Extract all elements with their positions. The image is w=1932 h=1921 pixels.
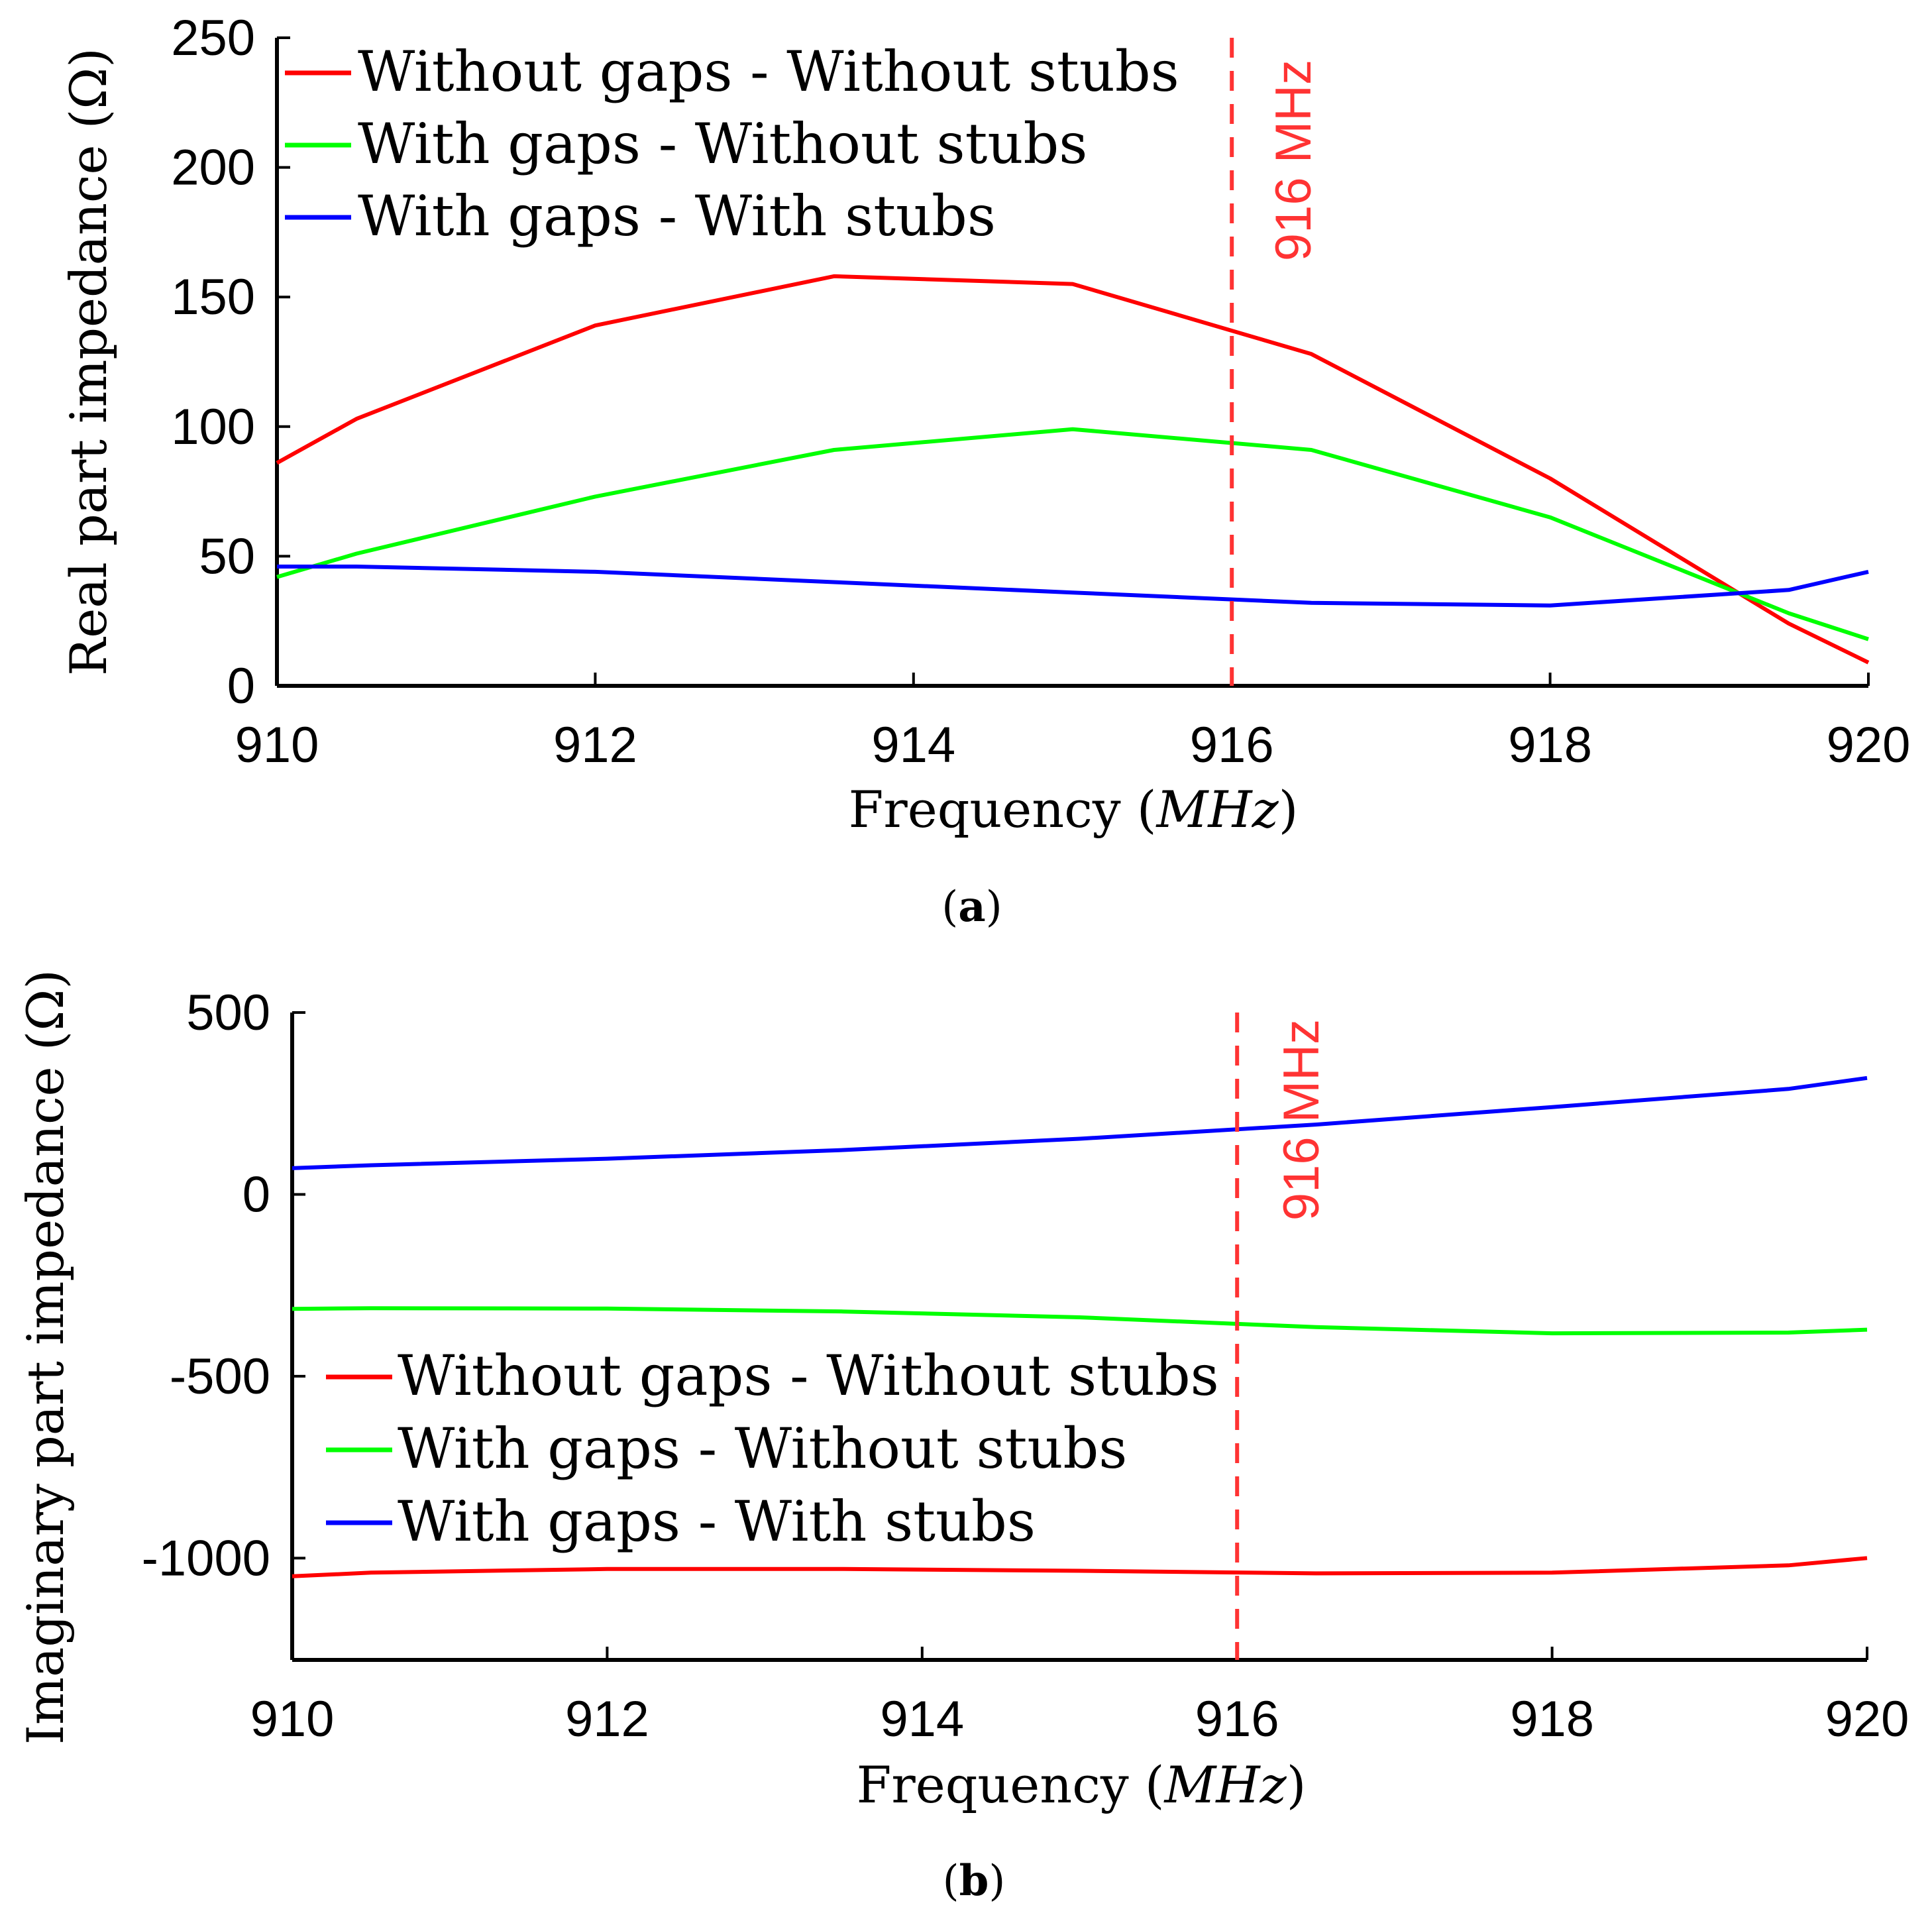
legend: Without gaps - Without stubs With gaps -… [285, 39, 1179, 248]
caption-letter: b [959, 1856, 989, 1906]
legend-entry-1: Without gaps - Without stubs [398, 1343, 1219, 1408]
series-layer [292, 1075, 1868, 1578]
x-axis-label: Frequency (MHz) [857, 1755, 1307, 1814]
y-tick-label: -500 [170, 1348, 270, 1405]
y-tick-label: 150 [171, 269, 255, 325]
series-line-2 [292, 1306, 1868, 1336]
series-line-3 [277, 565, 1869, 608]
series-line-3 [292, 1075, 1868, 1170]
panel-caption-b: (b) [943, 1856, 1006, 1906]
x-tick-label: 912 [553, 717, 637, 773]
x-tick-label: 920 [1825, 1691, 1909, 1747]
marker-label: 916 MHz [1273, 1019, 1330, 1221]
caption-paren-close: ) [989, 1857, 1005, 1906]
x-tick-label: 914 [880, 1691, 964, 1747]
y-ticks: -1000 -500 0 500 [142, 985, 305, 1586]
legend-entry-3: With gaps - With stubs [358, 184, 996, 248]
x-ticks: 910 912 914 916 918 920 [250, 1647, 1909, 1747]
caption-letter: a [958, 882, 985, 932]
x-tick-label: 914 [871, 717, 955, 773]
caption-paren-open: ( [941, 883, 958, 932]
x-axis-label-paren-close: ) [1279, 780, 1299, 839]
y-tick-label: 200 [171, 140, 255, 196]
chart-imaginary-impedance: -1000 -500 0 500 910 912 914 916 918 920 916 MHz… [16, 969, 1909, 1906]
x-axis-label-text: Frequency [849, 780, 1121, 839]
y-tick-label: 250 [171, 10, 255, 66]
y-axis-label: Imaginary part impedance (Ω) [16, 969, 75, 1745]
series-line-2 [276, 427, 1869, 641]
legend: Without gaps - Without stubs With gaps -… [326, 1343, 1219, 1554]
y-tick-label: 50 [199, 528, 255, 584]
x-axis-label-text: Frequency [857, 1755, 1129, 1814]
legend-entry-2: With gaps - Without stubs [398, 1416, 1127, 1481]
x-axis-label-unit: MHz [1163, 1755, 1287, 1814]
y-tick-label: 500 [186, 985, 270, 1041]
x-tick-label: 918 [1508, 717, 1592, 773]
series-line-1 [276, 274, 1870, 665]
legend-entry-2: With gaps - Without stubs [358, 111, 1087, 176]
legend-entry-3: With gaps - With stubs [398, 1489, 1036, 1554]
y-axis-label: Real part impedance (Ω) [59, 48, 118, 676]
chart-real-impedance: 0 50 100 150 200 250 910 912 914 916 918 920 916 M… [59, 10, 1910, 932]
x-axis-label-paren-close: ) [1287, 1755, 1307, 1814]
x-tick-label: 910 [250, 1691, 335, 1747]
x-tick-label: 916 [1195, 1691, 1279, 1747]
x-ticks: 910 912 914 916 918 920 [235, 673, 1911, 773]
x-axis-label-paren-open: ( [1145, 1755, 1165, 1814]
x-tick-label: 912 [565, 1691, 649, 1747]
caption-paren-close: ) [986, 883, 1002, 932]
series-line-1 [292, 1556, 1868, 1578]
y-tick-label: 100 [171, 399, 255, 455]
y-tick-label: -1000 [142, 1530, 270, 1586]
caption-paren-open: ( [943, 1857, 959, 1906]
panel-caption-a: (a) [941, 882, 1002, 932]
y-tick-label: 0 [227, 658, 255, 714]
legend-entry-1: Without gaps - Without stubs [358, 39, 1179, 104]
x-axis-label: Frequency (MHz) [849, 780, 1299, 839]
marker-label: 916 MHz [1265, 60, 1322, 261]
series-layer [276, 274, 1870, 665]
x-tick-label: 920 [1827, 717, 1911, 773]
x-tick-label: 918 [1510, 1691, 1594, 1747]
x-tick-label: 910 [235, 717, 319, 773]
x-axis-label-paren-open: ( [1137, 780, 1157, 839]
y-ticks: 0 50 100 150 200 250 [171, 10, 290, 714]
x-axis-label-unit: MHz [1155, 780, 1279, 839]
x-tick-label: 916 [1190, 717, 1274, 773]
y-tick-label: 0 [242, 1166, 270, 1223]
